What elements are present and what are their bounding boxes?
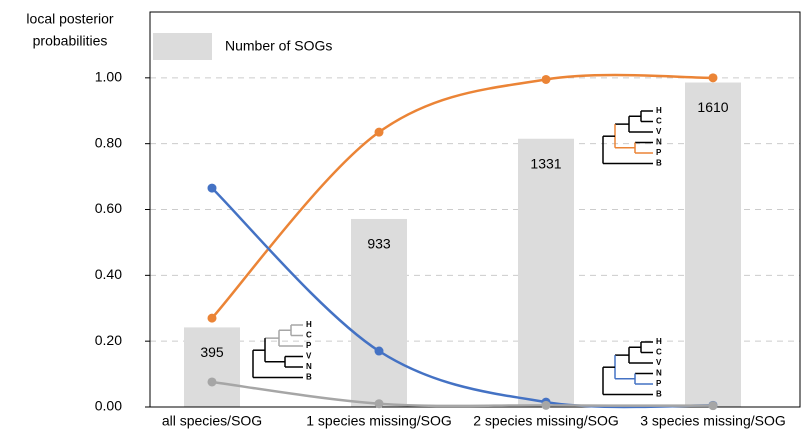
series-point [375, 399, 384, 408]
tree-leaf: P [656, 148, 662, 157]
tree-leaf: H [656, 337, 662, 346]
series-point [208, 314, 217, 323]
tree-leaf: C [306, 331, 312, 340]
tree-leaf: H [656, 106, 662, 115]
x-tick-label: all species/SOG [162, 413, 262, 429]
series-point [542, 401, 551, 410]
tree-leaf: N [306, 362, 312, 371]
y-tick-label: 0.40 [95, 266, 122, 282]
legend-label: Number of SOGs [225, 38, 332, 54]
series-point [542, 75, 551, 84]
x-tick-label: 2 species missing/SOG [473, 413, 619, 429]
y-tick-label: 0.80 [95, 134, 122, 150]
bar [184, 327, 240, 407]
tree-leaf: B [656, 390, 662, 399]
bar [685, 83, 741, 407]
tree-leaf: P [656, 379, 662, 388]
y-tick-label: 0.60 [95, 200, 122, 216]
y-tick-label: 0.00 [95, 398, 122, 414]
legend-swatch [153, 33, 212, 60]
series-point [375, 128, 384, 137]
bar [518, 139, 574, 407]
y-tick-label: 1.00 [95, 69, 122, 85]
tree-leaf: V [306, 352, 312, 361]
tree-leaf: B [306, 373, 312, 382]
series-point [208, 377, 217, 386]
tree-leaf: N [656, 138, 662, 147]
tree-leaf: P [306, 341, 312, 350]
tree-leaf: H [306, 320, 312, 329]
y-axis-label: probabilities [33, 33, 108, 49]
tree-leaf: C [656, 348, 662, 357]
series-point [375, 347, 384, 356]
tree-leaf: C [656, 117, 662, 126]
bar-label: 933 [367, 236, 391, 252]
bar-label: 1610 [697, 99, 728, 115]
x-tick-label: 1 species missing/SOG [306, 413, 452, 429]
series-point [709, 73, 718, 82]
tree-leaf: V [656, 358, 662, 367]
tree-leaf: V [656, 127, 662, 136]
tree-leaf: B [656, 159, 662, 168]
bar-label: 1331 [530, 155, 561, 171]
chart: local posterior probabilities Number of … [0, 0, 807, 432]
series-point [208, 184, 217, 193]
series-line [212, 75, 713, 318]
bar-label: 395 [200, 344, 224, 360]
x-tick-label: 3 species missing/SOG [640, 413, 786, 429]
tree-leaf: N [656, 369, 662, 378]
y-tick-label: 0.20 [95, 332, 122, 348]
series-point [709, 401, 718, 410]
y-axis-label: local posterior [26, 11, 113, 27]
